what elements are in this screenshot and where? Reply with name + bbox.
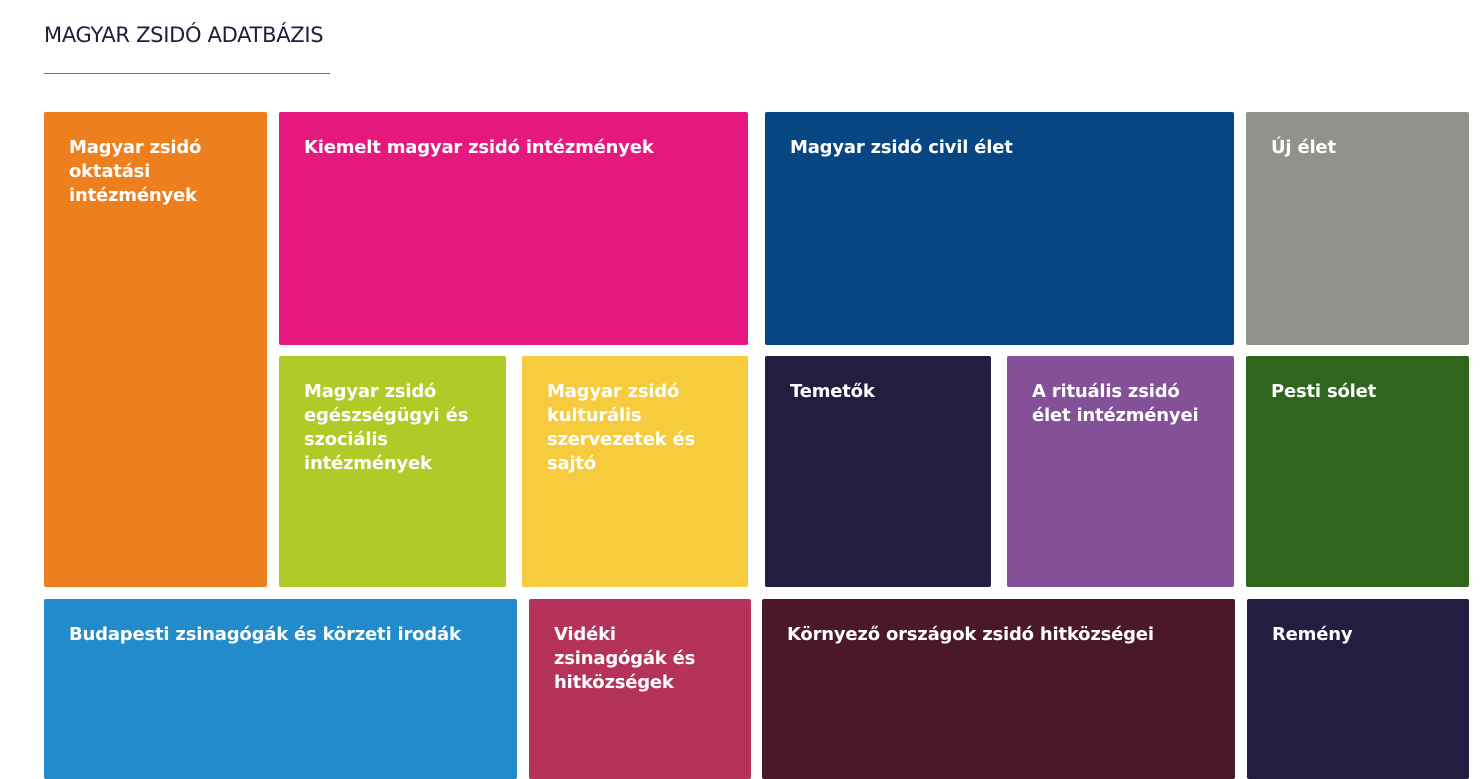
tile-videki-zsinagogak[interactable]: Vidéki zsinagógák és hitközségek (529, 599, 751, 779)
tile-label: Magyar zsidó kulturális szervezetek és s… (547, 381, 696, 474)
title-underline (44, 73, 330, 74)
tile-pesti-solet[interactable]: Pesti sólet (1246, 356, 1469, 587)
tile-label: Pesti sólet (1271, 381, 1377, 402)
tile-egeszsegugyi-intezmenyek[interactable]: Magyar zsidó egészségügyi és szociális i… (279, 356, 506, 587)
tile-label: Magyar zsidó civil élet (790, 137, 1013, 158)
tile-label: Kiemelt magyar zsidó intézmények (304, 137, 654, 158)
tile-label: Környező országok zsidó hitközségei (787, 624, 1154, 645)
tile-uj-elet[interactable]: Új élet (1246, 112, 1469, 345)
tile-label: Vidéki zsinagógák és hitközségek (554, 624, 696, 693)
tile-label: Új élet (1271, 137, 1336, 158)
tile-civil-elet[interactable]: Magyar zsidó civil élet (765, 112, 1234, 345)
tile-kornyezo-orszagok[interactable]: Környező országok zsidó hitközségei (762, 599, 1235, 779)
tile-label: Remény (1272, 624, 1353, 645)
tile-budapesti-zsinagogak[interactable]: Budapesti zsinagógák és körzeti irodák (44, 599, 517, 779)
tile-label: Temetők (790, 381, 875, 402)
tile-label: Magyar zsidó oktatási intézmények (69, 137, 202, 206)
tile-ritualis-elet[interactable]: A rituális zsidó élet intézményei (1007, 356, 1234, 587)
tile-label: Magyar zsidó egészségügyi és szociális i… (304, 381, 469, 474)
tile-remeny[interactable]: Remény (1247, 599, 1469, 779)
tile-temetok[interactable]: Temetők (765, 356, 991, 587)
tile-label: A rituális zsidó élet intézményei (1032, 381, 1199, 426)
page-title: MAGYAR ZSIDÓ ADATBÁZIS (44, 23, 324, 47)
tile-kiemelt-intezmenyek[interactable]: Kiemelt magyar zsidó intézmények (279, 112, 748, 345)
tile-label: Budapesti zsinagógák és körzeti irodák (69, 624, 461, 645)
tile-kulturalis-szervezetek[interactable]: Magyar zsidó kulturális szervezetek és s… (522, 356, 748, 587)
tile-oktatasi-intezmenyek[interactable]: Magyar zsidó oktatási intézmények (44, 112, 267, 587)
